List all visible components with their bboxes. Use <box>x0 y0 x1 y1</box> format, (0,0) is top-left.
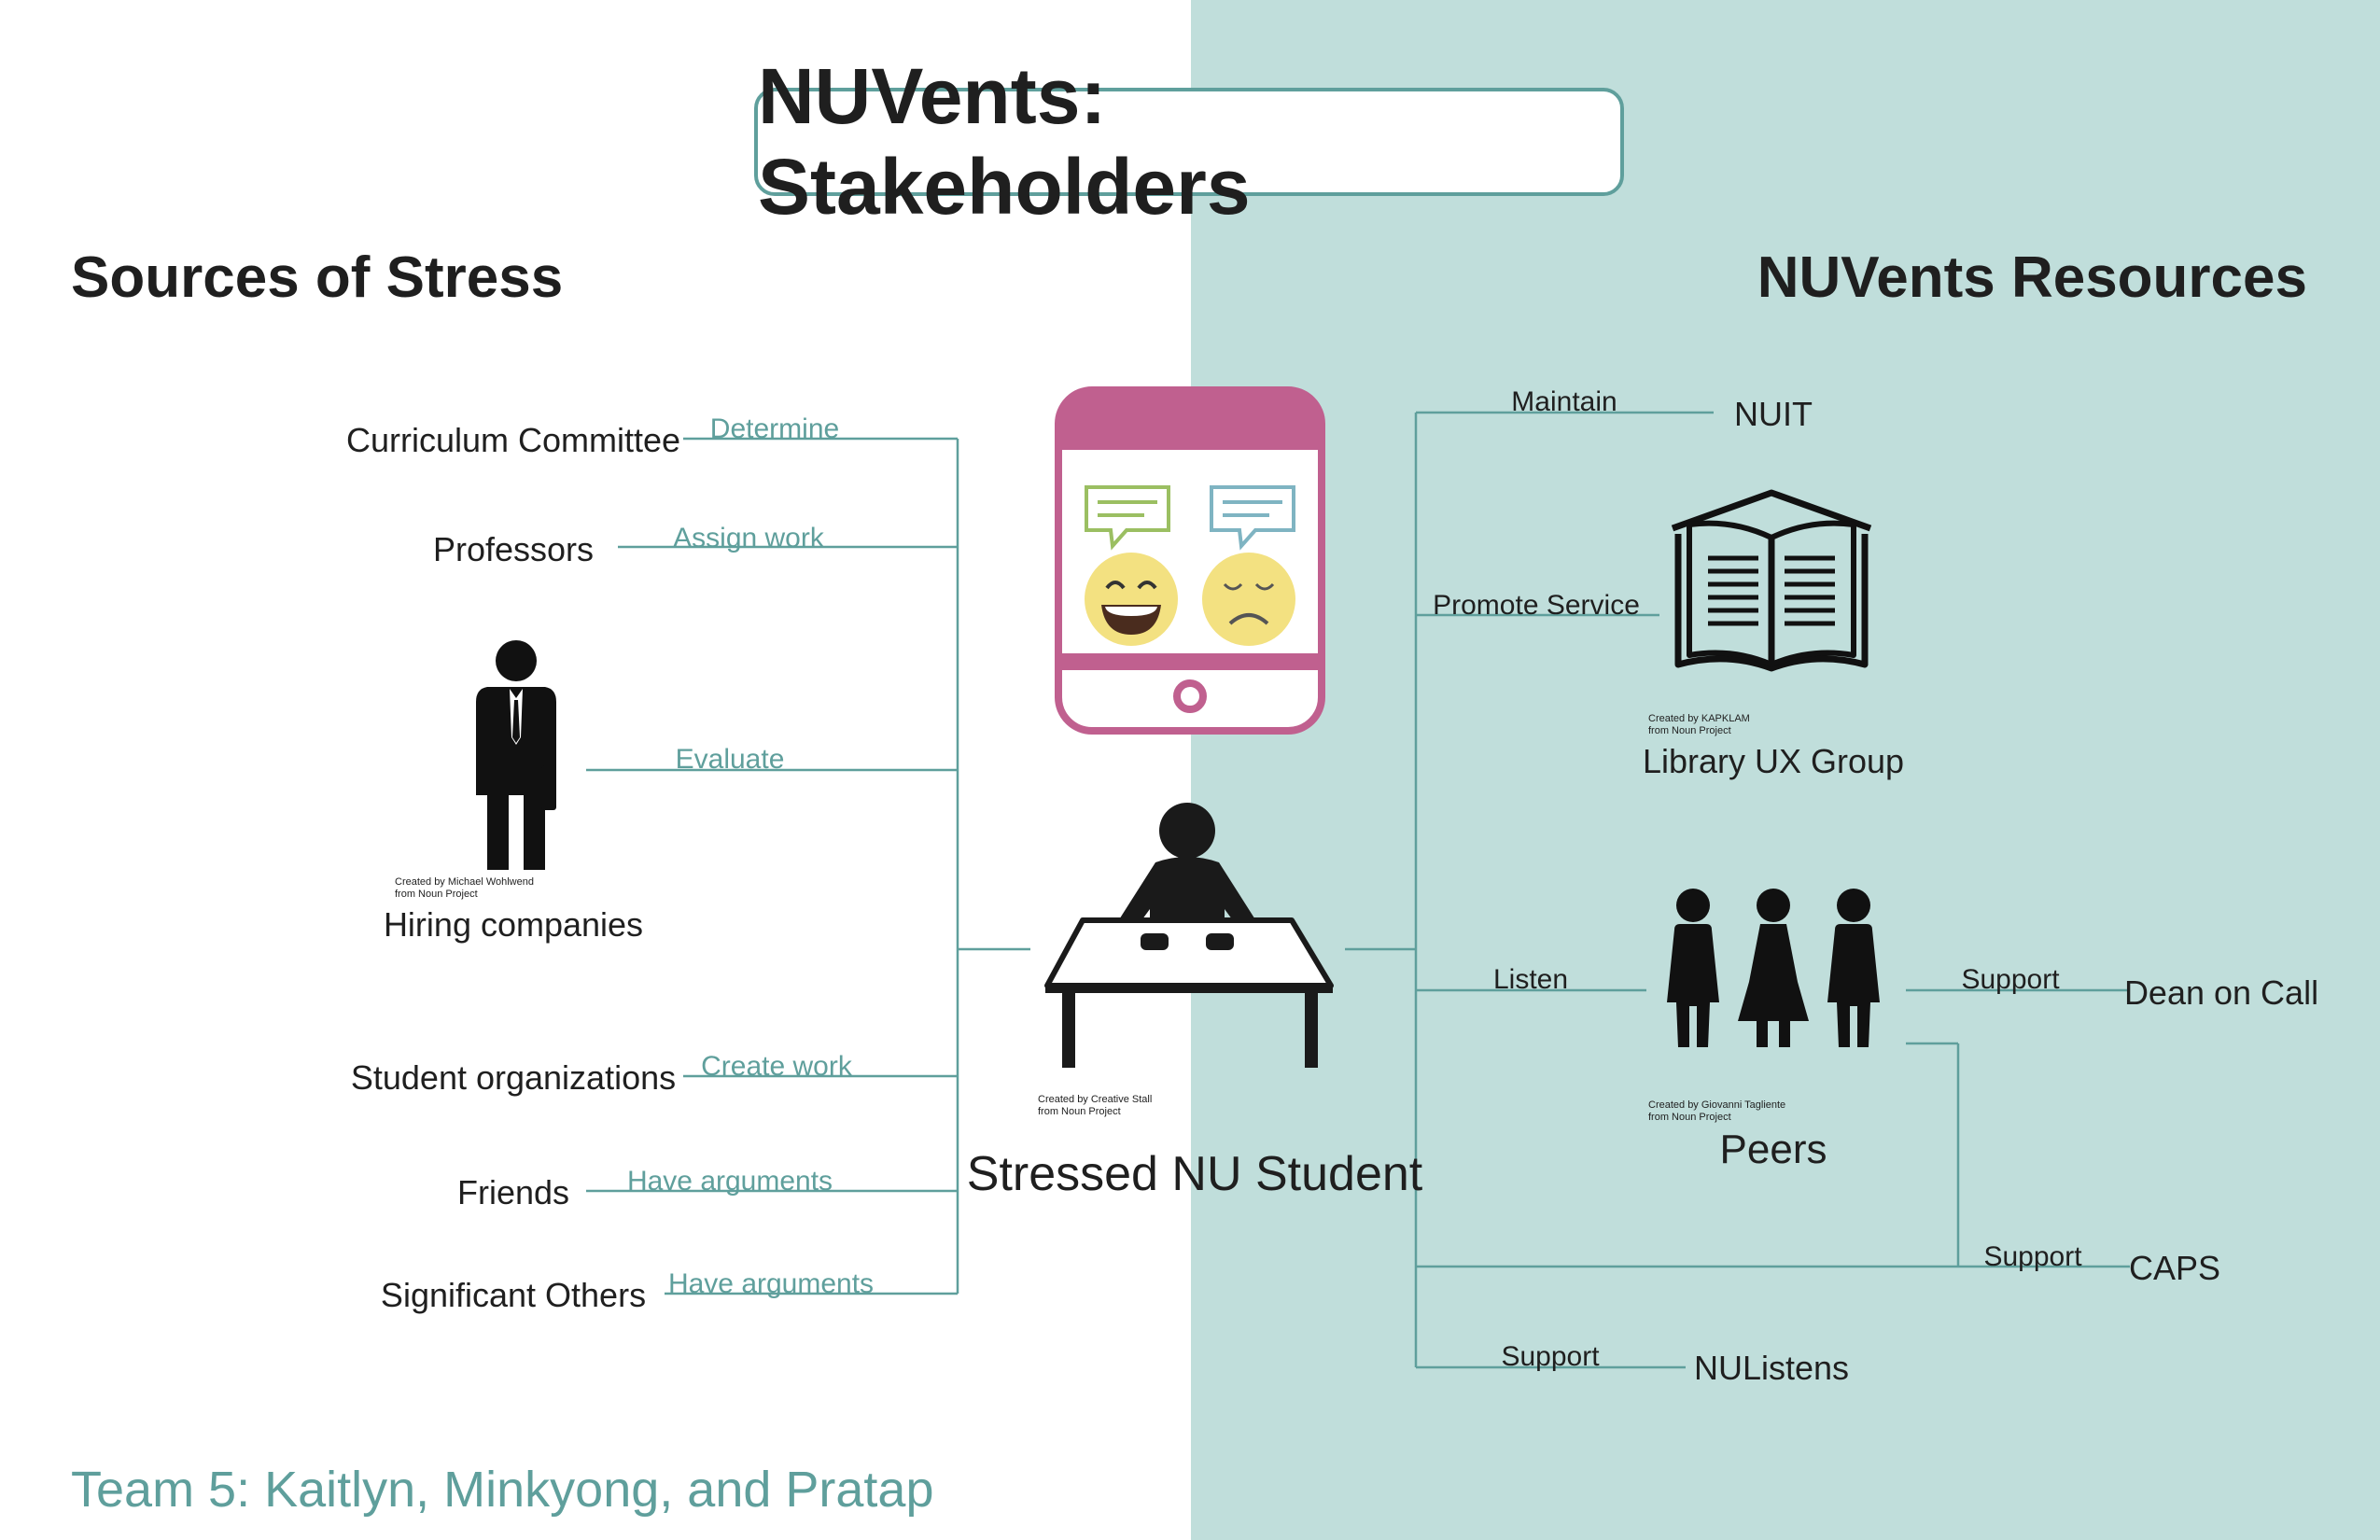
edge-label-listen: Listen <box>1492 964 1569 995</box>
businessman-icon <box>476 640 556 870</box>
edge-label-determine: Determine <box>709 413 840 444</box>
right-connectors <box>1345 411 2130 1369</box>
credit-creative-stall: Created by Creative Stall from Noun Proj… <box>1038 1094 1153 1117</box>
credit-michael-wohlwend: Created by Michael Wohlwend from Noun Pr… <box>395 876 534 900</box>
nuvents-resources-heading: NUVents Resources <box>1757 245 2307 310</box>
edge-label-promote-service: Promote Service <box>1433 590 1640 621</box>
edge-label-support-caps: Support <box>1983 1241 2082 1272</box>
node-dean-on-call: Dean on Call <box>2123 973 2319 1012</box>
blue-speech-bubble-icon <box>1210 485 1295 551</box>
node-caps: CAPS <box>2128 1249 2221 1287</box>
edge-label-evaluate: Evaluate <box>675 744 785 775</box>
edge-label-assign-work: Assign work <box>673 523 824 553</box>
open-book-icon <box>1671 489 1872 672</box>
sad-face-icon <box>1202 553 1295 646</box>
node-curriculum-committee: Curriculum Committee <box>345 421 681 459</box>
happy-face-icon <box>1085 553 1178 646</box>
phone-emoji-icon <box>1055 386 1325 735</box>
team-footer: Team 5: Kaitlyn, Minkyong, and Pratap <box>71 1462 934 1518</box>
node-hiring-companies: Hiring companies <box>383 905 644 944</box>
node-peers: Peers <box>1719 1127 1827 1172</box>
edge-label-have-arguments-significant-others: Have arguments <box>667 1268 875 1299</box>
edge-label-have-arguments-friends: Have arguments <box>626 1166 833 1197</box>
node-professors: Professors <box>432 530 595 568</box>
credit-giovanni-tagliente: Created by Giovanni Tagliente from Noun … <box>1648 1099 1786 1123</box>
left-connectors <box>586 437 1030 1295</box>
node-nulistens: NUListens <box>1693 1349 1850 1387</box>
green-speech-bubble-icon <box>1085 485 1170 551</box>
node-friends: Friends <box>456 1173 570 1211</box>
node-stressed-nu-student: Stressed NU Student <box>966 1147 1423 1201</box>
sources-of-stress-heading: Sources of Stress <box>71 245 564 310</box>
edge-label-support-nulistens: Support <box>1501 1341 1600 1372</box>
node-significant-others: Significant Others <box>380 1276 647 1314</box>
page-title: NUVents: Stakeholders <box>754 52 1624 231</box>
node-library-ux-group: Library UX Group <box>1642 742 1905 780</box>
node-student-organizations: Student organizations <box>350 1058 677 1097</box>
node-nuit: NUIT <box>1734 395 1813 433</box>
peers-group-icon <box>1667 889 1880 1047</box>
student-at-desk-icon <box>1044 803 1334 1068</box>
edge-label-maintain: Maintain <box>1511 386 1617 417</box>
right-panel-background <box>1191 0 2380 1540</box>
edge-label-create-work: Create work <box>701 1051 852 1082</box>
edge-label-support-dean: Support <box>1961 964 2060 995</box>
credit-kapklam: Created by KAPKLAM from Noun Project <box>1648 713 1750 736</box>
